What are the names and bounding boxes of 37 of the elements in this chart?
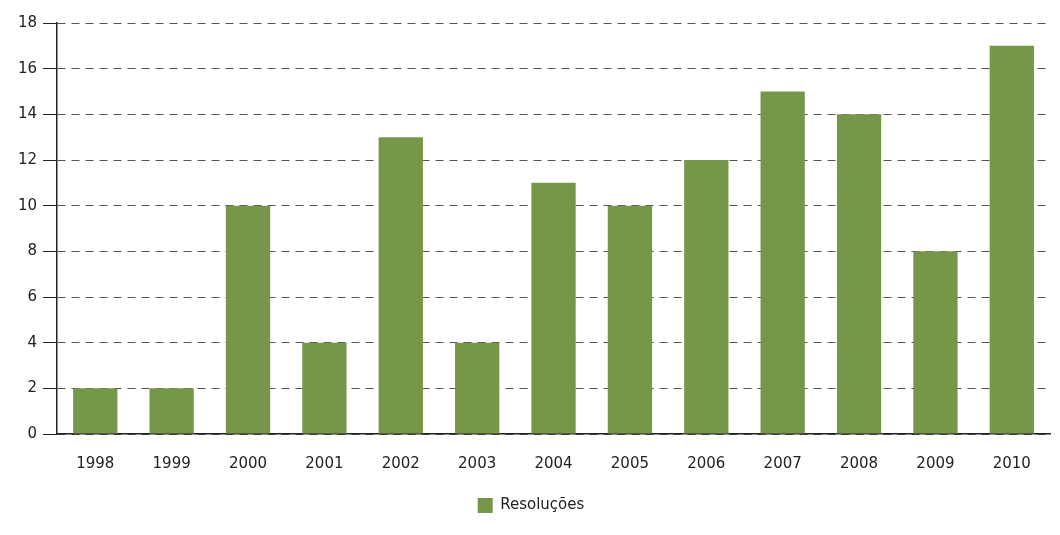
bar: [225, 205, 271, 434]
y-tick-label: 12: [17, 149, 38, 168]
y-tick-label: 6: [27, 286, 38, 305]
x-tick-label: 2000: [228, 453, 268, 472]
bar: [836, 114, 882, 434]
bar: [149, 388, 194, 434]
bar: [913, 251, 958, 434]
y-tick-label: 16: [17, 58, 38, 77]
y-tick-label: 18: [17, 12, 38, 31]
bar: [302, 342, 347, 434]
x-tick-label: 1998: [76, 453, 115, 472]
x-tick-label: 2005: [610, 453, 650, 472]
y-tick-label: 4: [27, 332, 38, 351]
bar: [73, 388, 118, 434]
x-tick-label: 2001: [305, 453, 344, 472]
bar: [607, 205, 653, 434]
x-tick-label: 2002: [381, 453, 420, 472]
x-tick-label: 2006: [687, 453, 726, 472]
y-tick-label: 10: [17, 195, 38, 214]
x-tick-label: 2003: [458, 453, 497, 472]
x-tick-label: 2008: [839, 453, 879, 472]
bar: [760, 91, 805, 434]
y-tick-label: 2: [27, 378, 38, 397]
x-tick-label: 2010: [992, 453, 1031, 472]
legend-label: Resoluções: [500, 495, 585, 514]
x-tick-label: 2004: [534, 453, 573, 472]
y-tick-label: 8: [27, 241, 38, 260]
bar: [455, 342, 500, 434]
bar: [684, 160, 729, 434]
bar: [378, 137, 423, 434]
x-tick-label: 2009: [916, 453, 955, 472]
y-tick-label: 0: [27, 423, 38, 442]
x-tick-label: 1999: [152, 453, 191, 472]
bar: [989, 45, 1034, 434]
bar: [531, 182, 576, 434]
x-tick-label: 2007: [763, 453, 802, 472]
y-tick-label: 14: [17, 104, 38, 123]
